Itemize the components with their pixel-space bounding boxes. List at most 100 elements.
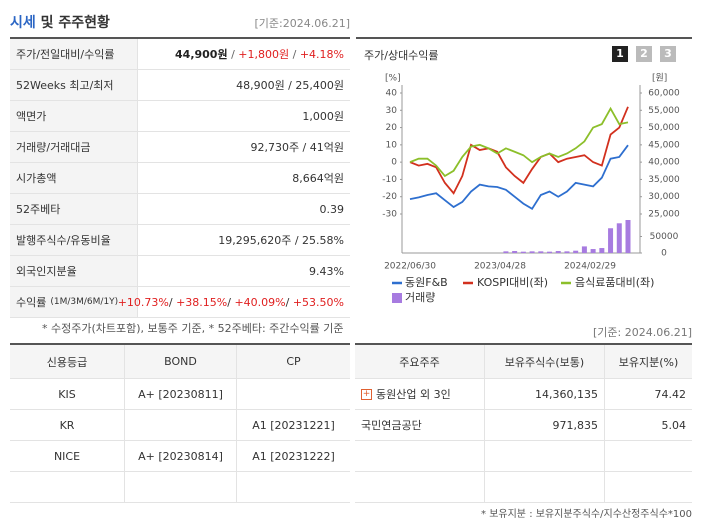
value-text: 92,730주 / 41억원	[250, 141, 344, 154]
quote-note: * 수정주가(차트포함), 보통주 기준, * 52주베타: 주간수익률 기준	[42, 322, 344, 335]
table-cell	[605, 441, 692, 472]
table-header: 주요주주	[355, 345, 485, 379]
quote-table: 주가/전일대비/수익률 44,900원 / +1,800원 / +4.18% 52W…	[10, 37, 350, 318]
legend-label: 거래량	[405, 291, 435, 304]
y2-tick-label: 25,000	[648, 210, 680, 220]
y-tick-label: -30	[382, 210, 397, 220]
series-line	[409, 144, 629, 211]
table-cell	[485, 472, 605, 503]
cell-text: 동원산업 외 3인	[376, 388, 451, 401]
table-cell: A+ [20230811]	[125, 379, 237, 410]
chart-button[interactable]: 2	[636, 46, 652, 62]
x-tick-label: 2024/02/29	[564, 262, 616, 272]
table-cell: 국민연금공단	[355, 410, 485, 441]
row-label: 거래량/거래대금	[10, 132, 138, 163]
value-text: +4.18%	[299, 47, 344, 61]
table-header: BOND	[125, 345, 237, 379]
volume-bar	[503, 251, 509, 253]
legend-label: 음식료품대비(좌)	[575, 276, 654, 289]
row-label: 시가총액	[10, 163, 138, 194]
row-value: +10.73% / +38.15% / +40.09% / +53.50%	[118, 287, 350, 318]
cell-text: KR	[59, 418, 75, 432]
y-tick-label: 30	[386, 106, 398, 116]
row-value: 0.39	[138, 194, 350, 225]
title-highlight: 시세	[10, 15, 36, 31]
series-line	[409, 106, 629, 195]
cell-text: 971,835	[552, 418, 599, 432]
value-text: /	[168, 295, 177, 309]
value-text: 0.39	[319, 202, 345, 216]
table-cell	[237, 472, 350, 503]
chart-button[interactable]: 3	[660, 46, 676, 62]
value-text: +1,800원	[238, 48, 290, 61]
table-cell: A1 [20231222]	[237, 441, 350, 472]
table-cell	[605, 472, 692, 503]
y-tick-label: -20	[382, 192, 397, 202]
y2-tick-label: 60,000	[648, 89, 680, 99]
value-text: 1,000원	[302, 110, 344, 123]
table-cell	[355, 441, 485, 472]
volume-bar	[625, 220, 631, 253]
label-text: 수익률	[16, 296, 47, 309]
table-cell	[125, 410, 237, 441]
volume-bar	[608, 228, 614, 253]
legend-label: KOSPI대비(좌)	[477, 276, 548, 289]
label-text: 외국인지분율	[16, 265, 77, 278]
section-title: 시세 및 주주현황	[10, 12, 110, 32]
value-text: /	[227, 47, 239, 61]
volume-bar	[573, 250, 579, 253]
cell-text: 74.42	[654, 387, 687, 401]
table-cell: A1 [20231221]	[237, 410, 350, 441]
row-label: 외국인지분율	[10, 256, 138, 287]
table-header: 신용등급	[10, 345, 125, 379]
volume-bar	[538, 251, 544, 253]
cell-text: 14,360,135	[535, 387, 598, 401]
y-tick-label: 10	[386, 140, 398, 150]
row-value: 1,000원	[138, 101, 350, 132]
cell-text: KIS	[58, 387, 76, 401]
y-tick-label: 0	[391, 158, 397, 168]
y2-tick-label: 35,000	[648, 175, 680, 185]
volume-bar	[555, 251, 561, 253]
volume-bar	[616, 223, 622, 253]
row-value: 8,664억원	[138, 163, 350, 194]
table-cell: NICE	[10, 441, 125, 472]
row-value: 9.43%	[138, 256, 350, 287]
row-label: 주가/전일대비/수익률	[10, 39, 138, 70]
y2-tick-label: 50,000	[648, 123, 680, 133]
label-text: 52Weeks 최고/최저	[16, 79, 114, 92]
value-text: +10.73%	[117, 295, 169, 309]
y2-unit: [원]	[652, 73, 667, 84]
legend-swatch	[392, 293, 402, 303]
cell-text: A+ [20230814]	[138, 449, 223, 463]
expand-icon[interactable]: +	[361, 388, 372, 400]
label-text: 주가/전일대비/수익률	[16, 48, 115, 61]
table-cell: KIS	[10, 379, 125, 410]
value-text: /	[289, 47, 300, 61]
volume-bar	[564, 251, 570, 253]
value-text: 8,664억원	[292, 172, 344, 185]
table-cell	[10, 472, 125, 503]
table-cell	[355, 472, 485, 503]
legend-label: 동원F&B	[405, 276, 448, 289]
y2-tick-label: 55,000	[648, 106, 680, 116]
row-value: 92,730주 / 41억원	[138, 132, 350, 163]
value-text: +40.09%	[234, 295, 286, 309]
y-unit: [%]	[385, 74, 401, 84]
value-text: +38.15%	[176, 295, 228, 309]
cell-text: A1 [20231221]	[252, 418, 335, 432]
value-text: 48,900원 / 25,400원	[236, 79, 344, 92]
volume-bar	[590, 249, 596, 253]
label-text: 52주베타	[16, 203, 61, 216]
table-header: 보유주식수(보통)	[485, 345, 605, 379]
x-tick-label: 2022/06/30	[384, 262, 436, 272]
row-value: 19,295,620주 / 25.58%	[138, 225, 350, 256]
y2-tick-label: 45,000	[648, 140, 680, 150]
base-date: [기준:2024.06.21]	[254, 17, 350, 30]
chart-button[interactable]: 1	[612, 46, 628, 62]
row-label: 52주베타	[10, 194, 138, 225]
holder-date: [기준: 2024.06.21]	[592, 326, 692, 339]
x-tick-label: 2023/04/28	[474, 262, 526, 272]
table-cell: A+ [20230814]	[125, 441, 237, 472]
